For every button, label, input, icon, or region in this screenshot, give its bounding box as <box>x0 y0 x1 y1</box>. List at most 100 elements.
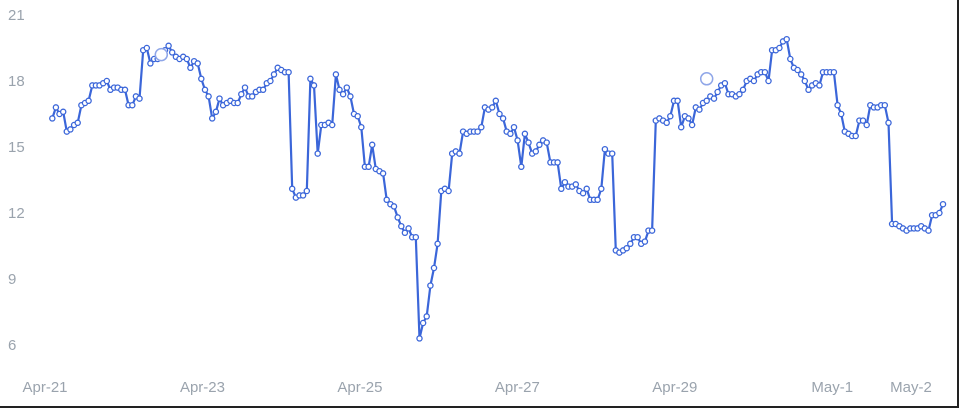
data-point[interactable] <box>837 110 845 118</box>
data-point[interactable] <box>238 90 245 98</box>
data-point[interactable] <box>430 264 438 272</box>
data-point[interactable] <box>49 115 56 122</box>
data-point[interactable] <box>216 95 223 102</box>
data-point[interactable] <box>67 126 74 133</box>
data-point[interactable] <box>801 77 809 85</box>
data-point[interactable] <box>518 163 525 171</box>
data-point[interactable] <box>852 132 859 140</box>
data-point[interactable] <box>394 214 401 221</box>
data-point[interactable] <box>608 150 616 157</box>
data-point[interactable] <box>478 123 485 131</box>
data-point[interactable] <box>401 229 409 237</box>
data-point[interactable] <box>427 282 434 289</box>
data-point[interactable] <box>405 225 412 232</box>
data-point[interactable] <box>805 86 812 94</box>
data-point[interactable] <box>834 101 841 109</box>
data-point[interactable] <box>165 42 172 50</box>
data-point[interactable] <box>285 68 292 76</box>
data-point[interactable] <box>419 319 427 327</box>
data-point[interactable] <box>270 71 278 78</box>
data-point[interactable] <box>383 196 390 204</box>
data-point[interactable] <box>85 97 92 105</box>
data-point[interactable] <box>496 110 503 118</box>
data-point[interactable] <box>627 240 634 248</box>
data-point[interactable] <box>205 93 212 100</box>
data-point[interactable] <box>212 108 220 116</box>
data-point[interactable] <box>234 99 241 107</box>
data-point[interactable] <box>667 112 674 120</box>
data-point[interactable] <box>434 240 441 248</box>
data-point[interactable] <box>303 187 311 195</box>
data-point[interactable] <box>797 71 805 78</box>
data-point[interactable] <box>885 119 892 127</box>
data-point[interactable] <box>721 79 729 87</box>
data-point[interactable] <box>830 68 838 76</box>
data-point[interactable] <box>103 77 111 85</box>
data-point[interactable] <box>267 77 274 85</box>
data-point[interactable] <box>863 121 870 129</box>
data-point[interactable] <box>714 88 721 96</box>
data-point[interactable] <box>765 77 772 85</box>
data-point[interactable] <box>521 130 529 138</box>
data-point[interactable] <box>525 139 532 146</box>
data-point[interactable] <box>572 181 580 188</box>
data-point[interactable] <box>194 60 201 67</box>
data-point[interactable] <box>412 233 420 241</box>
data-point[interactable] <box>783 35 790 43</box>
data-point[interactable] <box>488 104 496 111</box>
data-point[interactable] <box>201 86 209 94</box>
data-point[interactable] <box>390 203 398 210</box>
data-point[interactable] <box>332 71 340 78</box>
data-point[interactable] <box>74 119 81 127</box>
data-point[interactable] <box>859 117 867 124</box>
data-point[interactable] <box>299 192 307 199</box>
data-point[interactable] <box>416 335 423 342</box>
data-point[interactable] <box>59 108 67 116</box>
data-point[interactable] <box>343 84 351 91</box>
data-point[interactable] <box>121 86 129 94</box>
data-point[interactable] <box>423 313 430 320</box>
data-point[interactable] <box>129 101 136 109</box>
data-point[interactable] <box>710 95 718 102</box>
data-point[interactable] <box>259 86 267 94</box>
data-point[interactable] <box>398 222 405 230</box>
data-point[interactable] <box>816 82 823 89</box>
highlighted-point[interactable] <box>154 47 169 62</box>
data-point[interactable] <box>365 163 372 171</box>
data-point[interactable] <box>241 84 249 91</box>
data-point[interactable] <box>787 55 794 63</box>
data-point[interactable] <box>543 139 550 146</box>
data-point[interactable] <box>641 238 649 245</box>
data-point[interactable] <box>187 64 194 72</box>
data-point[interactable] <box>623 244 630 252</box>
data-point[interactable] <box>368 141 376 149</box>
data-point[interactable] <box>339 90 347 98</box>
data-point[interactable] <box>750 77 758 85</box>
data-point[interactable] <box>328 121 336 129</box>
data-point[interactable] <box>598 185 605 193</box>
data-point[interactable] <box>507 130 514 138</box>
data-point[interactable] <box>168 49 176 56</box>
data-point[interactable] <box>183 55 191 63</box>
data-point[interactable] <box>674 97 681 105</box>
data-point[interactable] <box>336 86 343 94</box>
data-point[interactable] <box>314 150 321 157</box>
data-point[interactable] <box>492 97 500 105</box>
data-point[interactable] <box>677 123 685 131</box>
data-point[interactable] <box>445 187 452 195</box>
data-point[interactable] <box>688 121 696 129</box>
data-point[interactable] <box>739 86 747 94</box>
data-point[interactable] <box>561 178 569 186</box>
data-point[interactable] <box>881 101 889 109</box>
data-point[interactable] <box>554 159 561 166</box>
data-point[interactable] <box>379 170 387 177</box>
data-point[interactable] <box>288 185 296 193</box>
data-point[interactable] <box>532 148 540 155</box>
data-point[interactable] <box>536 141 543 149</box>
data-point[interactable] <box>307 75 314 83</box>
data-point[interactable] <box>696 106 703 113</box>
data-point[interactable] <box>347 93 354 100</box>
data-point[interactable] <box>663 119 670 127</box>
data-point[interactable] <box>358 123 365 131</box>
data-point[interactable] <box>936 209 943 217</box>
